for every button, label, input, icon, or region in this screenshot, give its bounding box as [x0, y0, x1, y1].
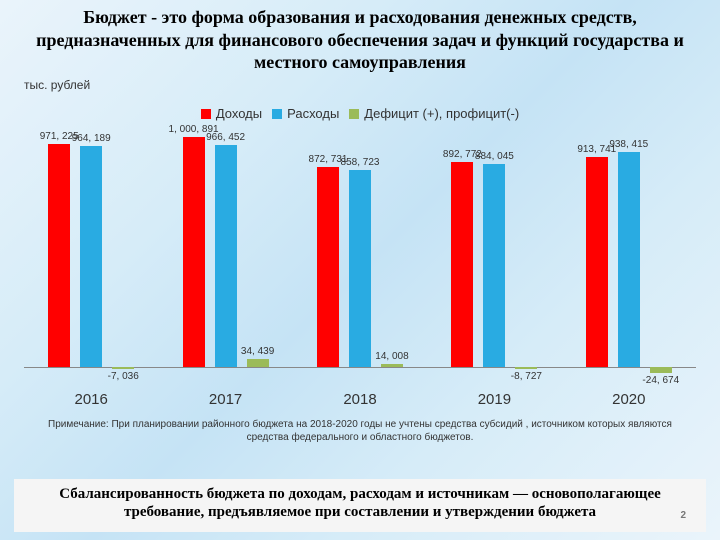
bar-group: 892, 772884, 045-8, 727 — [427, 126, 561, 380]
x-axis-label: 2020 — [612, 391, 645, 408]
legend-item: Доходы — [201, 106, 262, 121]
bar-value-label: 964, 189 — [72, 133, 111, 144]
legend-swatch — [201, 109, 211, 119]
legend-label: Доходы — [216, 106, 262, 121]
bar-value-label: -8, 727 — [511, 371, 542, 382]
bar-value-label: 938, 415 — [609, 139, 648, 150]
bar — [80, 146, 102, 368]
bar-value-label: 14, 008 — [375, 351, 408, 362]
budget-chart: ДоходыРасходыДефицит (+), профицит(-) 97… — [24, 108, 696, 408]
bar-value-label: 884, 045 — [475, 151, 514, 162]
bar-group: 971, 225964, 189-7, 036 — [24, 126, 158, 380]
bar-value-label: 34, 439 — [241, 346, 274, 357]
bar — [381, 364, 403, 367]
footer-content: Сбалансированность бюджета по доходам, р… — [59, 486, 661, 521]
legend-label: Дефицит (+), профицит(-) — [364, 106, 519, 121]
legend-swatch — [272, 109, 282, 119]
bar — [650, 367, 672, 373]
footer-text: Сбалансированность бюджета по доходам, р… — [14, 479, 706, 533]
bar — [215, 145, 237, 367]
bar — [451, 162, 473, 367]
legend-label: Расходы — [287, 106, 339, 121]
x-axis-label: 2016 — [75, 391, 108, 408]
bar — [349, 170, 371, 367]
page-number: 2 — [680, 510, 686, 523]
bar — [483, 164, 505, 367]
bar — [112, 367, 134, 369]
bar-value-label: 966, 452 — [206, 132, 245, 143]
plot-area: 971, 225964, 189-7, 0361, 000, 891966, 4… — [24, 126, 696, 380]
bar-group: 1, 000, 891966, 45234, 439 — [158, 126, 292, 380]
bar — [48, 144, 70, 367]
bar — [618, 152, 640, 368]
bar — [183, 137, 205, 367]
legend-item: Расходы — [272, 106, 339, 121]
bar — [317, 167, 339, 368]
bar-group: 913, 741938, 415-24, 674 — [562, 126, 696, 380]
y-axis-unit: тыс. рублей — [0, 76, 720, 92]
bar — [247, 359, 269, 367]
bar-value-label: 858, 723 — [341, 157, 380, 168]
legend-item: Дефицит (+), профицит(-) — [349, 106, 519, 121]
x-axis: 2016 2017 2018 2019 2020 — [24, 386, 696, 408]
bar — [586, 157, 608, 367]
x-axis-label: 2017 — [209, 391, 242, 408]
bar — [515, 367, 537, 369]
bar-value-label: -7, 036 — [108, 371, 139, 382]
legend-swatch — [349, 109, 359, 119]
chart-legend: Доходы Расходы Дефицит (+), профицит(-) — [24, 106, 696, 121]
x-axis-label: 2018 — [343, 391, 376, 408]
page-title: Бюджет - это форма образования и расходо… — [0, 0, 720, 76]
footnote: Примечание: При планировании районного б… — [30, 418, 690, 444]
x-axis-label: 2019 — [478, 391, 511, 408]
bar-value-label: -24, 674 — [642, 375, 679, 386]
bar-group: 872, 731858, 72314, 008 — [293, 126, 427, 380]
